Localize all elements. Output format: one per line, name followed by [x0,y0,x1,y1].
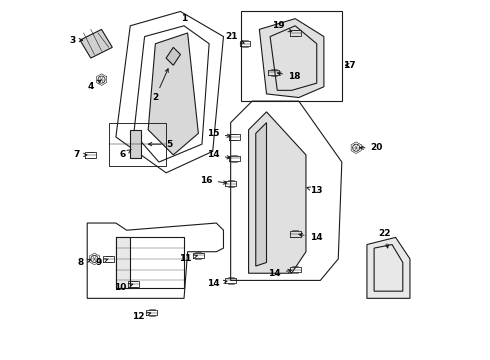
Text: 12: 12 [132,312,151,321]
Text: 3: 3 [70,36,82,45]
Bar [109,123,166,166]
Text: 14: 14 [268,269,292,278]
Text: 4: 4 [88,80,100,91]
Text: 22: 22 [379,229,391,248]
Bar [242,12,342,101]
Text: 13: 13 [307,186,323,195]
Text: 18: 18 [277,72,300,81]
Bar [116,237,184,288]
Text: 21: 21 [225,32,244,43]
Polygon shape [256,123,267,266]
Text: 6: 6 [120,149,131,159]
Text: 9: 9 [95,258,108,267]
Text: 7: 7 [74,150,87,159]
Polygon shape [148,33,198,155]
Text: 19: 19 [272,21,292,32]
Polygon shape [130,130,141,158]
Text: 11: 11 [179,255,197,264]
Polygon shape [259,19,324,98]
Polygon shape [166,47,180,65]
Text: 15: 15 [207,129,230,138]
Text: 10: 10 [114,283,133,292]
Text: 2: 2 [152,69,168,102]
Polygon shape [248,112,306,273]
Text: 20: 20 [360,143,383,152]
Text: 17: 17 [343,61,355,70]
Text: 8: 8 [77,258,91,267]
Text: 14: 14 [299,233,322,242]
Text: 16: 16 [200,176,227,185]
Text: 1: 1 [181,14,187,23]
Text: 14: 14 [207,150,230,159]
Text: 5: 5 [148,140,173,149]
Text: 14: 14 [207,279,227,288]
Polygon shape [80,30,112,58]
Polygon shape [116,237,130,288]
Polygon shape [367,237,410,298]
